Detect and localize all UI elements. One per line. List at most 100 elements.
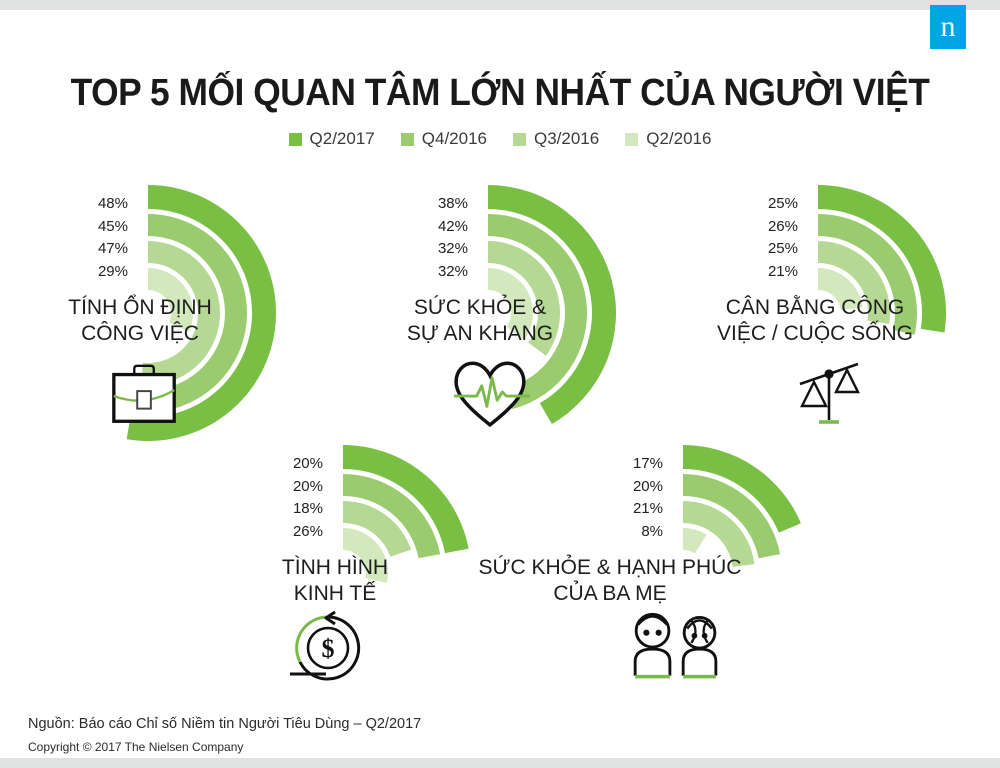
caption-line-2: KINH TẾ bbox=[293, 582, 377, 605]
panel-icon-parents-health bbox=[628, 610, 722, 682]
legend-item-q2-2016: Q2/2016 bbox=[625, 129, 711, 149]
value-label: 8% bbox=[641, 522, 663, 540]
value-labels-parents-health: 17% 20% 21% 8% bbox=[553, 453, 663, 543]
caption-line-1: CÂN BẰNG CÔNG bbox=[725, 296, 905, 319]
arc-q2-2016 bbox=[488, 268, 533, 340]
value-label: 18% bbox=[292, 500, 323, 517]
legend-label: Q4/2016 bbox=[421, 129, 487, 148]
arc-q4-2016 bbox=[148, 214, 247, 412]
arc-q2-2016 bbox=[683, 528, 707, 554]
arc-q4-2016 bbox=[683, 474, 781, 559]
value-label: 45% bbox=[97, 217, 128, 235]
page-title: TOP 5 MỐI QUAN TÂM LỚN NHẤT CỦA NGƯỜI VI… bbox=[70, 72, 930, 114]
caption-line-2: SỰ AN KHANG bbox=[406, 322, 554, 345]
radial-arc-chart-economy bbox=[343, 445, 469, 583]
caption-line-2: CỦA BA MẸ bbox=[553, 582, 667, 605]
heart-pulse-icon bbox=[454, 361, 530, 428]
legend: Q2/2017 Q4/2016 Q3/2016 Q2/2016 bbox=[0, 129, 1000, 149]
value-label: 20% bbox=[632, 477, 663, 495]
radial-arc-chart-work-life-balance bbox=[818, 185, 946, 335]
arc-q2-2016 bbox=[818, 268, 863, 311]
chart-panel-parents-health bbox=[565, 445, 835, 715]
caption-line-1: TÍNH ỔN ĐỊNH bbox=[68, 296, 212, 319]
value-label: 32% bbox=[437, 262, 468, 280]
value-label: 21% bbox=[767, 262, 798, 280]
arc-q4-2016 bbox=[818, 214, 917, 335]
briefcase-icon bbox=[112, 364, 176, 423]
legend-label: Q3/2016 bbox=[534, 129, 600, 148]
value-label: 42% bbox=[437, 217, 468, 235]
legend-swatch-icon bbox=[400, 132, 414, 146]
nielsen-logo-letter: n bbox=[940, 10, 956, 43]
value-labels-job-security: 48% 45% 47% 29% bbox=[18, 193, 128, 283]
nielsen-logo: n bbox=[930, 5, 966, 49]
panel-icon-work-life-balance bbox=[792, 358, 868, 428]
value-label: 20% bbox=[292, 477, 323, 495]
value-labels-health-wellbeing: 38% 42% 32% 32% bbox=[358, 193, 468, 283]
panel-caption-economy: TÌNH HÌNH KINH TẾ bbox=[165, 555, 505, 607]
legend-item-q3-2016: Q3/2016 bbox=[513, 129, 599, 149]
panel-caption-work-life-balance: CÂN BẰNG CÔNG VIỆC / CUỘC SỐNG bbox=[645, 295, 985, 347]
dollar-cycle-icon: $ bbox=[290, 610, 361, 681]
value-label: 32% bbox=[437, 240, 468, 257]
legend-swatch-icon bbox=[625, 132, 639, 146]
arc-q2-2016 bbox=[343, 528, 388, 583]
legend-label: Q2/2016 bbox=[646, 129, 712, 148]
balance-scale-icon bbox=[799, 362, 860, 424]
panel-icon-economy: $ bbox=[288, 610, 368, 682]
panel-caption-health-wellbeing: SỨC KHỎE & SỰ AN KHANG bbox=[310, 295, 650, 347]
value-label: 38% bbox=[437, 195, 468, 212]
arc-q4-2016 bbox=[343, 474, 441, 559]
radial-arc-chart-parents-health bbox=[683, 445, 801, 567]
caption-line-1: SỨC KHỎE & bbox=[413, 296, 547, 319]
footer-source: Nguồn: Báo cáo Chỉ số Niềm tin Người Tiê… bbox=[28, 716, 422, 732]
arc-q2-2017 bbox=[343, 445, 469, 554]
value-label: 20% bbox=[292, 455, 323, 472]
arc-q2-2017 bbox=[818, 185, 946, 333]
panel-caption-parents-health: SỨC KHỎE & HẠNH PHÚC CỦA BA MẸ bbox=[440, 555, 780, 607]
bottom-accent-bar bbox=[0, 758, 1000, 768]
top-accent-bar bbox=[0, 0, 1000, 10]
arc-q3-2016 bbox=[140, 241, 220, 385]
legend-swatch-icon bbox=[288, 132, 302, 146]
parents-icon bbox=[633, 612, 718, 679]
value-labels-economy: 20% 20% 18% 26% bbox=[213, 453, 323, 543]
value-label: 21% bbox=[632, 500, 663, 517]
legend-item-q2-2017: Q2/2017 bbox=[288, 129, 375, 149]
arc-q3-2016 bbox=[488, 241, 560, 356]
value-label: 48% bbox=[97, 195, 128, 212]
arc-q3-2016 bbox=[343, 501, 412, 557]
chart-panel-job-security bbox=[30, 185, 300, 455]
chart-panel-economy bbox=[225, 445, 495, 715]
value-label: 25% bbox=[767, 240, 798, 257]
chart-panel-health-wellbeing bbox=[370, 185, 640, 455]
arc-q4-2016 bbox=[488, 214, 587, 410]
arc-q3-2016 bbox=[818, 241, 890, 324]
radial-arc-chart-job-security bbox=[126, 185, 277, 441]
value-label: 29% bbox=[97, 262, 128, 280]
legend-item-q4-2016: Q4/2016 bbox=[400, 129, 487, 149]
value-label: 26% bbox=[767, 217, 798, 235]
caption-line-2: VIỆC / CUỘC SỐNG bbox=[716, 322, 914, 345]
arc-q2-2017 bbox=[126, 185, 277, 441]
value-label: 47% bbox=[97, 240, 128, 257]
legend-label: Q2/2017 bbox=[309, 129, 375, 148]
arc-q2-2017 bbox=[488, 185, 616, 424]
arc-q2-2016 bbox=[148, 268, 193, 332]
arc-q2-2017 bbox=[683, 445, 801, 533]
value-label: 17% bbox=[632, 455, 663, 472]
value-labels-work-life-balance: 25% 26% 25% 21% bbox=[688, 193, 798, 283]
value-label: 25% bbox=[767, 195, 798, 212]
arc-q3-2016 bbox=[683, 501, 755, 567]
caption-line-1: SỨC KHỎE & HẠNH PHÚC bbox=[478, 556, 742, 579]
chart-panel-work-life-balance bbox=[700, 185, 970, 455]
value-label: 26% bbox=[292, 522, 323, 540]
panel-icon-job-security bbox=[108, 358, 182, 432]
radial-arc-chart-health-wellbeing bbox=[488, 185, 616, 424]
svg-text:$: $ bbox=[322, 634, 335, 663]
legend-swatch-icon bbox=[513, 132, 526, 146]
caption-line-1: TÌNH HÌNH bbox=[281, 556, 389, 579]
panel-caption-job-security: TÍNH ỔN ĐỊNH CÔNG VIỆC bbox=[0, 295, 310, 347]
caption-line-2: CÔNG VIỆC bbox=[81, 322, 199, 345]
panel-icon-health-wellbeing bbox=[452, 357, 530, 429]
